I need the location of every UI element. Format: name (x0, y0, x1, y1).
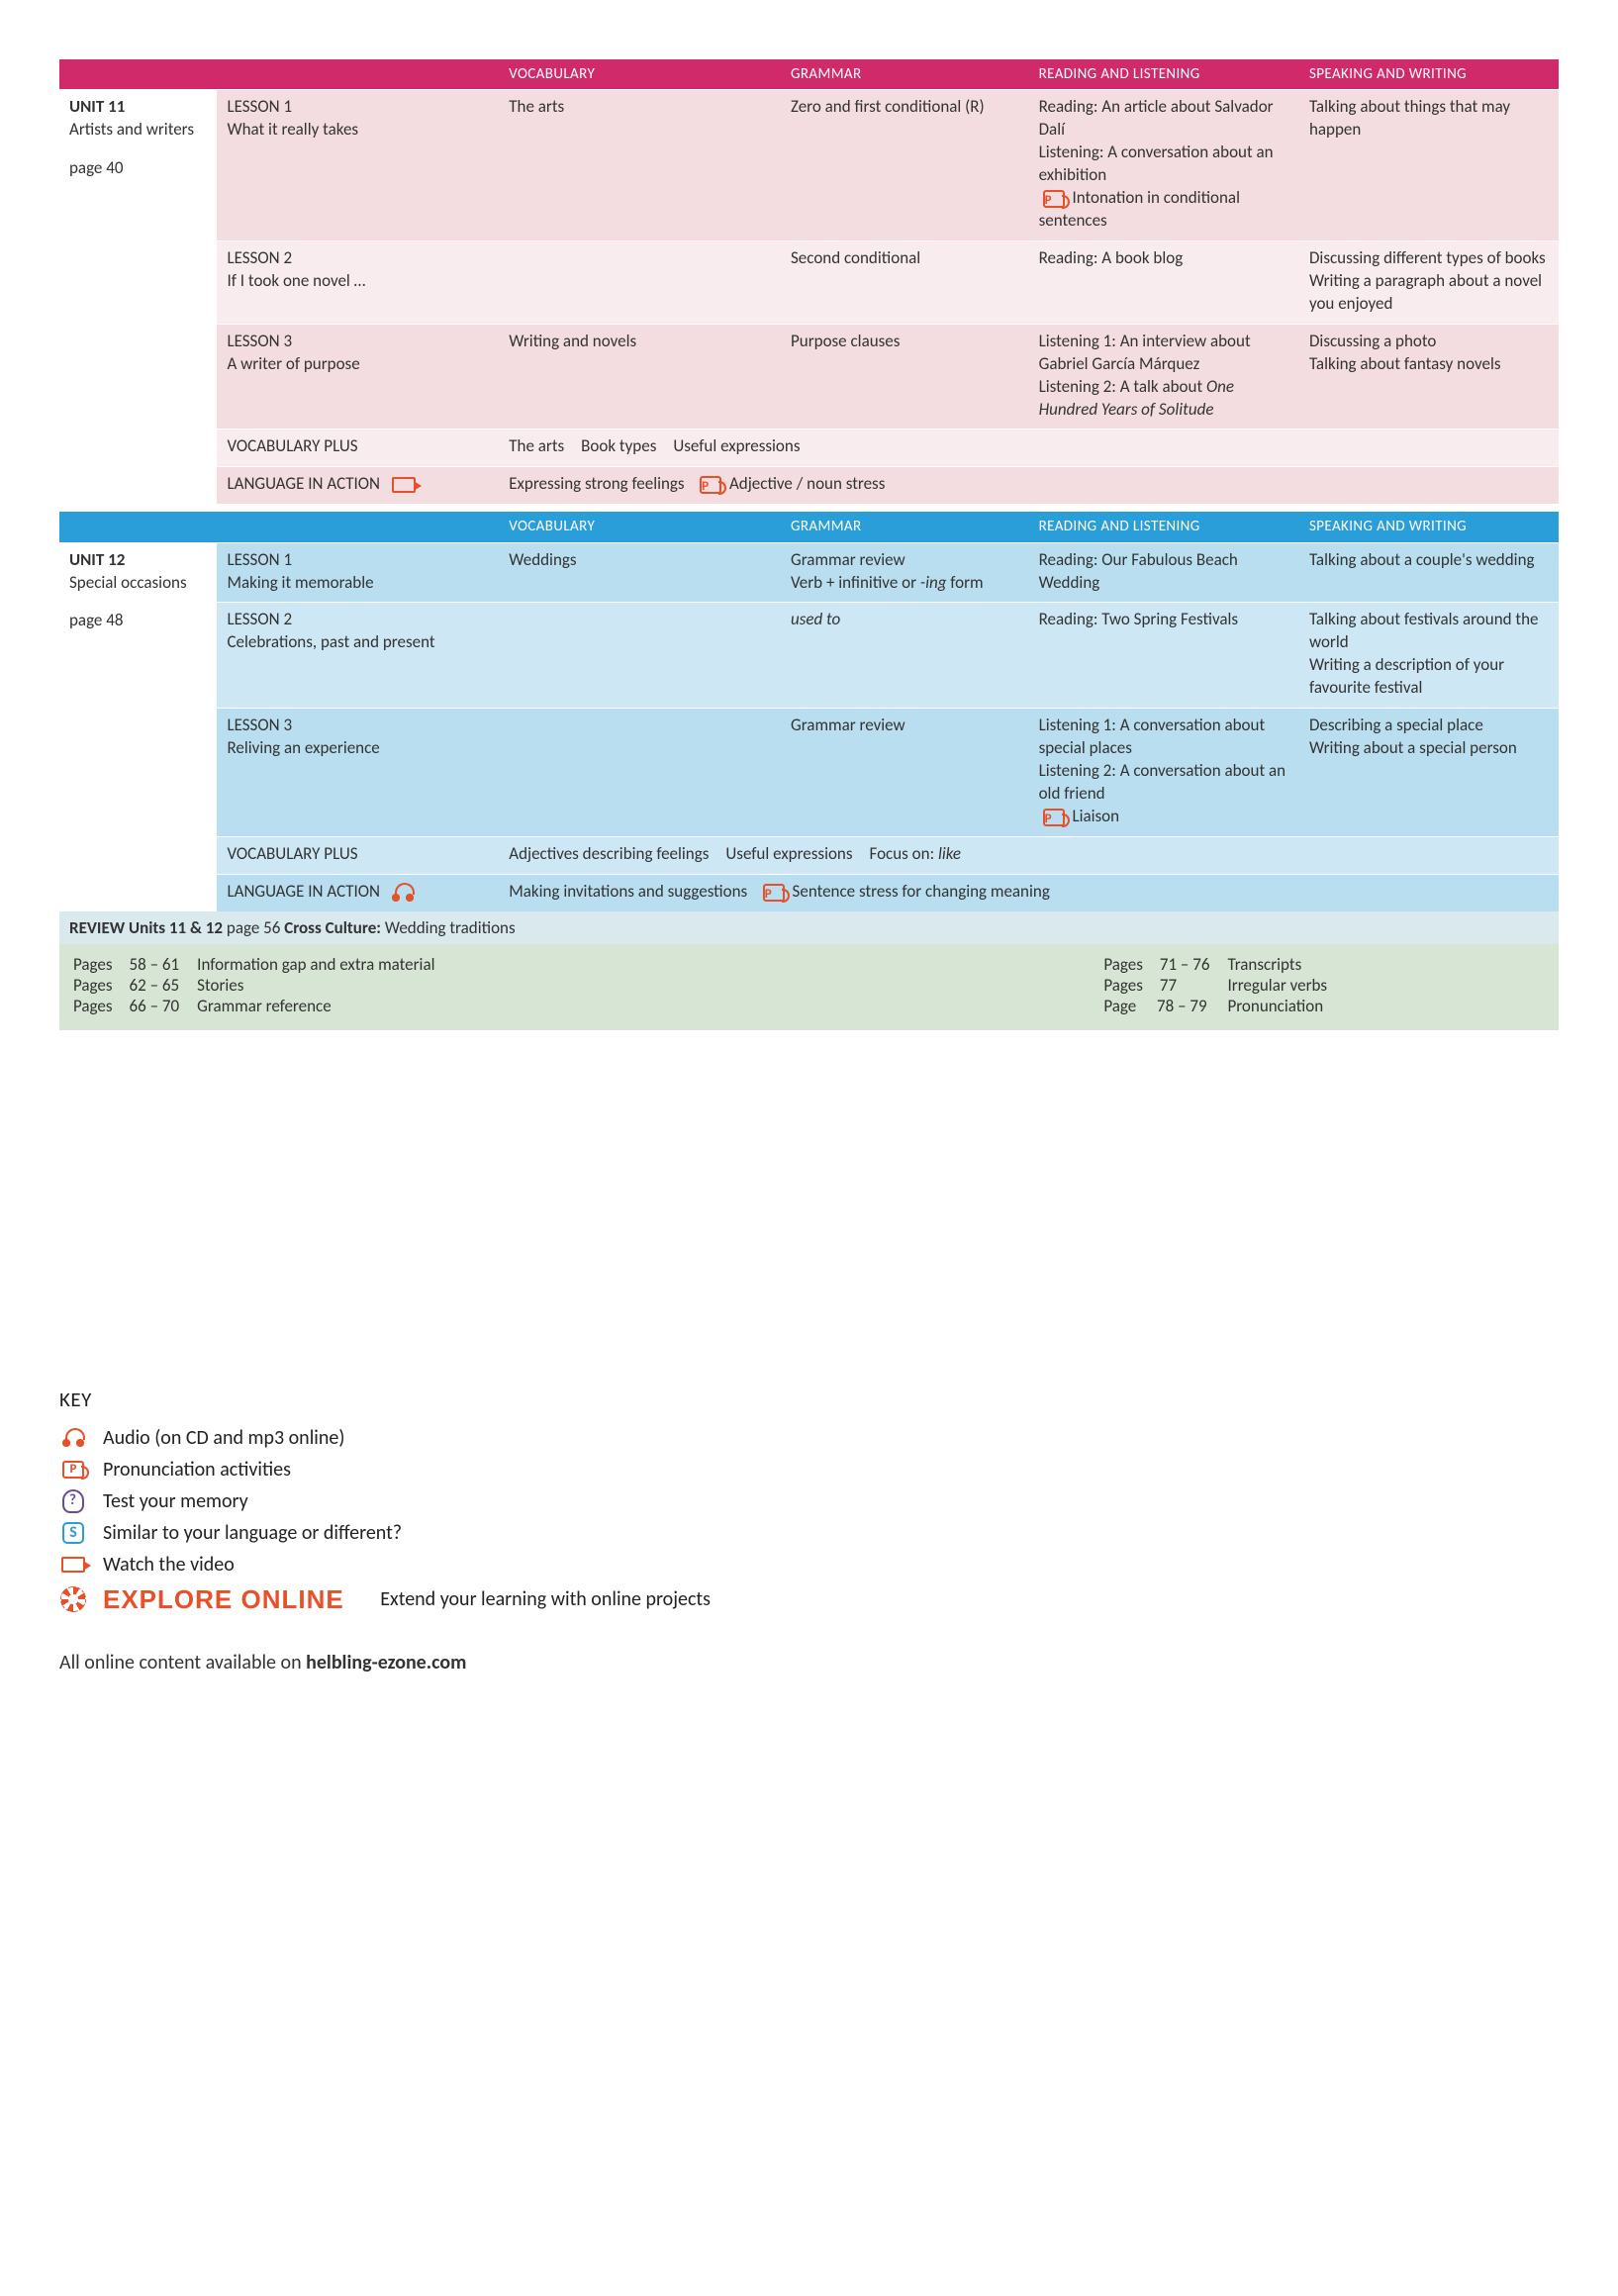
s-icon: S (62, 1522, 84, 1544)
col-header-reading: READING AND LISTENING (1029, 512, 1299, 542)
key-item-pron: P Pronunciation activities (59, 1458, 1559, 1482)
lesson-cell: LESSON 2 Celebrations, past and present (217, 603, 499, 709)
vocab-cell: Writing and novels (499, 324, 781, 430)
grammar-cell: Purpose clauses (781, 324, 1029, 430)
speaking-cell: Talking about a couple's wedding (1299, 542, 1559, 603)
lesson-cell: LESSON 2 If I took one novel … (217, 240, 499, 324)
reading-cell: Listening 1: An interview about Gabriel … (1029, 324, 1299, 430)
footer-note: All online content available on helbling… (59, 1651, 1559, 1674)
grammar-cell: Zero and first conditional (R) (781, 90, 1029, 241)
unit-12-label: UNIT 12 Special occasions page 48 (59, 542, 217, 911)
unit-12-table: VOCABULARY GRAMMAR READING AND LISTENING… (59, 512, 1559, 910)
unit-11-label: UNIT 11 Artists and writers page 40 (59, 90, 217, 505)
vocab-cell: The arts (499, 90, 781, 241)
vocab-cell (499, 709, 781, 837)
pron-icon: P (1043, 809, 1065, 826)
speaking-cell: Discussing a photo Talking about fantasy… (1299, 324, 1559, 430)
video-icon (61, 1557, 85, 1573)
speaking-cell: Discussing different types of books Writ… (1299, 240, 1559, 324)
col-header-vocab: VOCABULARY (499, 512, 781, 542)
lang-in-action-content: Expressing strong feelings P Adjective /… (499, 467, 1559, 504)
lang-in-action-label: LANGUAGE IN ACTION (217, 467, 499, 504)
key-title: KEY (59, 1387, 1559, 1412)
brain-icon (62, 1489, 84, 1513)
vocab-plus-content: The arts Book types Useful expressions (499, 430, 1559, 467)
vocab-cell: Weddings (499, 542, 781, 603)
pron-icon: P (62, 1461, 84, 1479)
appendix-section: Pages 58 – 61 Pages 62 – 65 Pages 66 – 7… (59, 944, 1559, 1030)
col-header-reading: READING AND LISTENING (1029, 59, 1299, 90)
appendix-labels-left: Information gap and extra material Stori… (197, 954, 434, 1016)
vocab-plus-label: VOCABULARY PLUS (217, 430, 499, 467)
appendix-pages-right: Pages 71 – 76 Pages 77 Page 78 – 79 (1103, 954, 1209, 1016)
key-item-audio: Audio (on CD and mp3 online) (59, 1426, 1559, 1450)
reading-cell: Reading: A book blog (1029, 240, 1299, 324)
key-section: KEY Audio (on CD and mp3 online) P Pronu… (59, 1387, 1559, 1674)
key-item-video: Watch the video (59, 1553, 1559, 1577)
lesson-cell: LESSON 3 Reliving an experience (217, 709, 499, 837)
speaking-cell: Talking about things that may happen (1299, 90, 1559, 241)
reading-cell: Reading: Our Fabulous Beach Wedding (1029, 542, 1299, 603)
reading-cell: Reading: Two Spring Festivals (1029, 603, 1299, 709)
col-header-grammar: GRAMMAR (781, 59, 1029, 90)
appendix-labels-right: Transcripts Irregular verbs Pronunciatio… (1227, 954, 1327, 1016)
pron-icon: P (1043, 190, 1065, 208)
key-item-explore: EXPLORE ONLINE Extend your learning with… (59, 1584, 1559, 1615)
reading-cell: Reading: An article about Salvador Dalí … (1029, 90, 1299, 241)
key-item-similar: S Similar to your language or different? (59, 1521, 1559, 1545)
vocab-cell (499, 240, 781, 324)
grammar-cell: Grammar review Verb + infinitive or -ing… (781, 542, 1029, 603)
lang-in-action-label: LANGUAGE IN ACTION (217, 874, 499, 910)
grammar-cell: Second conditional (781, 240, 1029, 324)
appendix-pages-left: Pages 58 – 61 Pages 62 – 65 Pages 66 – 7… (73, 954, 179, 1016)
col-header-vocab: VOCABULARY (499, 59, 781, 90)
grammar-cell: used to (781, 603, 1029, 709)
lesson-cell: LESSON 1 What it really takes (217, 90, 499, 241)
vocab-cell (499, 603, 781, 709)
headphones-icon (392, 883, 414, 903)
review-bar: REVIEW Units 11 & 12 page 56 Cross Cultu… (59, 911, 1559, 944)
gear-icon (60, 1586, 86, 1612)
reading-cell: Listening 1: A conversation about specia… (1029, 709, 1299, 837)
col-header-speaking: SPEAKING AND WRITING (1299, 59, 1559, 90)
grammar-cell: Grammar review (781, 709, 1029, 837)
vocab-plus-label: VOCABULARY PLUS (217, 836, 499, 874)
explore-online-label: EXPLORE ONLINE (103, 1584, 344, 1615)
lesson-cell: LESSON 1 Making it memorable (217, 542, 499, 603)
speaking-cell: Talking about festivals around the world… (1299, 603, 1559, 709)
key-item-memory: Test your memory (59, 1489, 1559, 1513)
speaking-cell: Describing a special place Writing about… (1299, 709, 1559, 837)
unit-11-table: VOCABULARY GRAMMAR READING AND LISTENING… (59, 59, 1559, 504)
pron-icon: P (763, 884, 785, 902)
lesson-cell: LESSON 3 A writer of purpose (217, 324, 499, 430)
vocab-plus-content: Adjectives describing feelings Useful ex… (499, 836, 1559, 874)
video-icon (392, 477, 416, 493)
pron-icon: P (700, 476, 721, 494)
lang-in-action-content: Making invitations and suggestions P Sen… (499, 874, 1559, 910)
col-header-speaking: SPEAKING AND WRITING (1299, 512, 1559, 542)
col-header-grammar: GRAMMAR (781, 512, 1029, 542)
headphones-icon (62, 1428, 84, 1448)
